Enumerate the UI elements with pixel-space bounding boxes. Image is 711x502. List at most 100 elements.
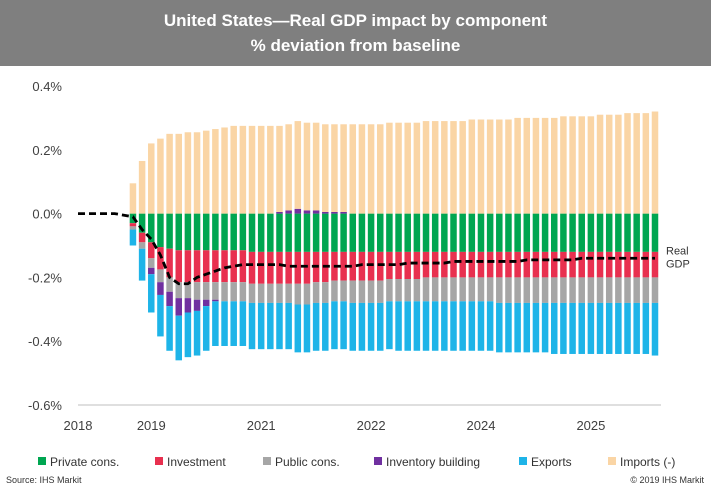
chart-title: United States—Real GDP impact by compone… [163, 11, 548, 30]
legend-label-inventory-building: Inventory building [386, 455, 480, 469]
bar-private-cons [138, 213, 146, 233]
bar-private-cons [642, 213, 650, 252]
bar-private-cons [514, 213, 521, 252]
bar-private-cons [331, 213, 338, 252]
source-note: Source: IHS Markit [6, 475, 82, 485]
legend-swatch-investment [155, 457, 163, 465]
bar-inventory-building [175, 298, 182, 316]
bar-exports [541, 302, 549, 353]
bar-inventory-building [340, 212, 347, 214]
bar-exports [624, 302, 631, 354]
bar-imports [569, 116, 576, 214]
bar-exports [486, 301, 494, 351]
bar-exports [441, 301, 448, 351]
bar-investment [651, 251, 659, 278]
bar-investment [276, 251, 283, 284]
bar-imports [468, 119, 476, 214]
bar-exports [413, 301, 421, 351]
bar-investment [578, 251, 585, 278]
bar-private-cons [551, 213, 558, 252]
bar-exports [166, 306, 173, 351]
bar-investment [212, 250, 219, 283]
bar-public-cons [459, 277, 466, 302]
x-tick-label: 2024 [467, 418, 496, 433]
bar-exports [514, 302, 521, 353]
y-tick-label: -0.2% [28, 270, 62, 285]
bar-inventory-building [148, 267, 155, 275]
legend-label-investment: Investment [167, 455, 226, 469]
bar-exports [477, 301, 485, 351]
bar-investment [532, 251, 540, 278]
bar-public-cons [422, 277, 430, 302]
bar-investment [551, 251, 558, 278]
bar-inventory-building [303, 210, 311, 214]
y-tick-label: 0.0% [32, 207, 62, 222]
bar-private-cons [615, 213, 622, 252]
bar-public-cons [148, 258, 155, 268]
bar-public-cons [303, 283, 311, 305]
bar-investment [477, 251, 485, 278]
bar-imports [312, 122, 320, 211]
bar-private-cons [157, 213, 164, 248]
bar-public-cons [184, 282, 192, 299]
bar-private-cons [459, 213, 466, 252]
bar-public-cons [322, 282, 329, 303]
bar-private-cons [312, 213, 320, 252]
bar-investment [193, 250, 201, 283]
bar-exports [431, 301, 439, 351]
bar-inventory-building [312, 210, 320, 214]
bar-investment [340, 251, 347, 281]
bar-private-cons [221, 213, 228, 251]
bar-exports [367, 302, 375, 351]
bar-private-cons [532, 213, 540, 252]
bar-private-cons [230, 213, 237, 251]
bar-private-cons [633, 213, 640, 252]
bar-public-cons [477, 277, 485, 302]
bar-exports [651, 302, 659, 356]
bar-investment [496, 251, 503, 278]
bar-imports [596, 114, 604, 214]
bar-investment [514, 251, 521, 278]
bar-imports [331, 124, 338, 212]
bar-public-cons [633, 277, 640, 303]
bar-investment [404, 251, 411, 279]
bar-investment [184, 250, 192, 283]
bar-public-cons [624, 277, 631, 303]
bar-inventory-building [294, 208, 302, 214]
bar-exports [633, 302, 640, 354]
bar-investment [267, 251, 274, 284]
bar-imports [404, 122, 411, 214]
bar-exports [340, 301, 347, 350]
x-tick-label: 2025 [576, 418, 605, 433]
bar-inventory-building [331, 212, 338, 214]
bar-public-cons [395, 279, 402, 302]
bar-investment [431, 251, 439, 278]
y-tick-label: -0.4% [28, 334, 62, 349]
legend-label-exports: Exports [531, 455, 572, 469]
bar-public-cons [340, 280, 347, 302]
bar-investment [633, 251, 640, 278]
bar-imports [459, 121, 466, 214]
line-label-real-gdp: GDP [666, 258, 690, 270]
bar-imports [267, 125, 274, 214]
bar-imports [560, 116, 567, 214]
bar-investment [441, 251, 448, 278]
bar-investment [569, 251, 576, 278]
bar-exports [605, 302, 613, 354]
bar-investment [376, 251, 384, 281]
bar-imports [422, 121, 430, 214]
bar-private-cons [184, 213, 192, 251]
bar-imports [486, 119, 494, 214]
legend-swatch-exports [519, 457, 527, 465]
bar-investment [138, 232, 146, 243]
bar-public-cons [505, 277, 512, 303]
bar-exports [386, 301, 393, 350]
bar-imports [202, 130, 210, 214]
bar-imports [184, 132, 192, 214]
y-tick-label: 0.2% [32, 143, 62, 158]
bar-imports [221, 127, 228, 214]
chart-subtitle: % deviation from baseline [250, 36, 461, 55]
bar-public-cons [496, 277, 503, 303]
legend-label-imports: Imports (-) [620, 455, 675, 469]
